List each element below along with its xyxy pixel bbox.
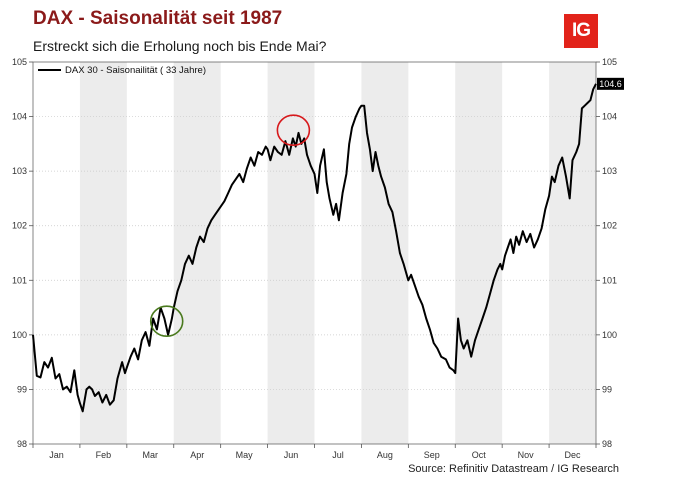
y-tick-label: 105 [602,57,617,67]
y-tick-label: 99 [17,384,27,394]
y-tick-label: 104 [602,112,617,122]
legend: DAX 30 - Saisonailität ( 33 Jahre) [38,65,206,76]
highlight-circle [149,305,184,338]
y-axis-right: 98 99 100 101 102 103 104 105 [596,57,617,449]
x-tick-label: Sep [424,450,440,460]
annotation-layer [149,114,311,338]
x-tick-label: Apr [190,450,204,460]
y-tick-label: 98 [17,439,27,449]
y-tick-label: 102 [602,221,617,231]
highlight-circle [276,114,311,147]
y-tick-label: 103 [602,166,617,176]
month-band [267,62,315,444]
x-tick-label: Feb [96,450,112,460]
y-tick-label: 101 [602,275,617,285]
y-tick-label: 102 [12,221,27,231]
y-axis-left: 98 99 100 101 102 103 104 105 [12,57,33,449]
y-tick-label: 99 [602,384,612,394]
y-tick-label: 100 [602,330,617,340]
x-tick-label: May [236,450,254,460]
x-tick-label: Dec [565,450,582,460]
month-band [173,62,221,444]
chart-subtitle: Erstreckt sich die Erholung noch bis End… [33,38,327,54]
y-tick-label: 98 [602,439,612,449]
x-tick-label: Aug [377,450,393,460]
gridlines [33,116,596,390]
series-layer [32,83,597,413]
last-value-label-group: 104.6 [597,77,624,90]
y-tick-label: 104 [12,112,27,122]
legend-label: DAX 30 - Saisonailität ( 33 Jahre) [65,65,206,76]
x-tick-label: Nov [518,450,535,460]
series-line [32,83,597,413]
month-bands [79,62,596,444]
y-tick-label: 100 [12,330,27,340]
y-tick-label: 101 [12,275,27,285]
y-tick-label: 105 [12,57,27,67]
last-value-label: 104.6 [599,79,622,89]
month-band [455,62,503,444]
x-axis: Jan Feb Mar Apr May Jun Jul Aug Sep Oct Nov Dec [32,444,597,460]
month-band [361,62,409,444]
x-tick-label: Jul [332,450,344,460]
ig-logo: IG [564,14,598,48]
chart-title: DAX - Saisonalität seit 1987 [33,8,283,29]
x-tick-label: Jan [49,450,64,460]
last-value-badge [597,77,624,90]
source-note: Source: Refinitiv Datastream / IG Resear… [408,463,619,475]
month-band [79,62,127,444]
x-tick-label: Mar [143,450,159,460]
x-tick-label: Oct [472,450,487,460]
month-band [549,62,596,444]
y-tick-label: 103 [12,166,27,176]
x-tick-label: Jun [284,450,299,460]
